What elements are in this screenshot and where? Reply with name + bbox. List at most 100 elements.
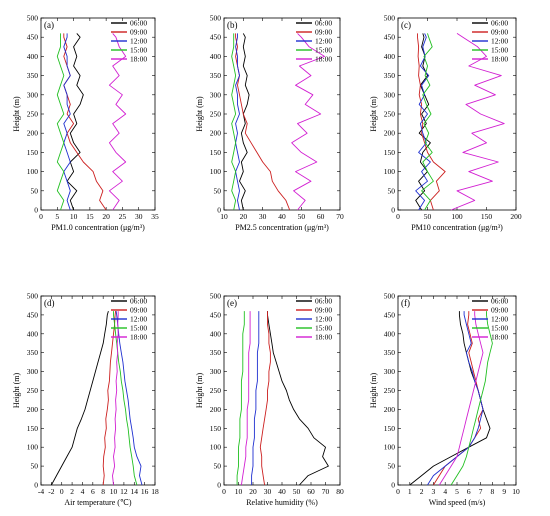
series-line-1500 <box>113 311 138 486</box>
x-tick-label: 50 <box>298 212 306 221</box>
y-tick-label: 0 <box>217 206 221 215</box>
series-line-0600 <box>66 33 84 211</box>
legend-label: 06:00 <box>315 19 332 28</box>
y-tick-label: 250 <box>27 386 39 395</box>
y-tick-label: 200 <box>27 129 39 138</box>
y-tick-label: 350 <box>27 348 39 357</box>
y-tick-label: 500 <box>210 14 222 23</box>
x-tick-label: 30 <box>135 212 143 221</box>
legend-label: 09:00 <box>130 28 147 37</box>
y-tick-label: 0 <box>34 206 38 215</box>
x-tick-label: 4 <box>443 487 447 496</box>
panel-d: -4 -2 0 2 4 6 8 10 12 14 16 18050100150200250300350… <box>12 292 159 508</box>
legend-label: 18:00 <box>491 333 508 342</box>
x-tick-label: 16 <box>141 487 149 496</box>
x-tick-label: 8 <box>491 487 495 496</box>
legend-label: 09:00 <box>491 28 508 37</box>
panel-tag: (d) <box>44 298 55 308</box>
series-line-1200 <box>415 33 431 211</box>
y-tick-label: 150 <box>27 424 39 433</box>
y-tick-label: 0 <box>34 481 38 490</box>
y-tick-label: 350 <box>27 71 39 80</box>
x-tick-label: 60 <box>317 212 325 221</box>
x-tick-label: 35 <box>151 212 159 221</box>
y-tick-label: 100 <box>210 167 222 176</box>
y-tick-label: 0 <box>391 481 395 490</box>
y-tick-label: 400 <box>27 329 39 338</box>
series-line-0600 <box>239 33 250 211</box>
series-line-1200 <box>63 33 71 211</box>
y-tick-label: 450 <box>27 33 39 42</box>
y-tick-label: 500 <box>210 292 222 301</box>
legend-label: 18:00 <box>130 55 147 64</box>
y-tick-label: 50 <box>388 462 396 471</box>
y-tick-label: 150 <box>210 424 222 433</box>
panel-tag: (e) <box>227 298 237 308</box>
x-tick-label: 0 <box>396 212 400 221</box>
series-line-1200 <box>251 311 260 485</box>
y-tick-label: 350 <box>384 348 396 357</box>
y-tick-label: 500 <box>384 292 396 301</box>
y-tick-label: 300 <box>27 90 39 99</box>
series-line-0900 <box>102 311 117 486</box>
y-tick-label: 250 <box>27 110 39 119</box>
legend-label: 06:00 <box>130 297 147 306</box>
y-axis-title: Height (m) <box>12 96 21 132</box>
y-tick-label: 50 <box>214 462 222 471</box>
legend-label: 18:00 <box>130 333 147 342</box>
x-axis-title: PM2.5 concentration (μg/m³) <box>235 223 329 232</box>
x-tick-label: 50 <box>424 212 432 221</box>
y-tick-label: 300 <box>27 367 39 376</box>
y-tick-label: 500 <box>27 14 39 23</box>
legend-label: 09:00 <box>491 306 508 315</box>
series-line-1500 <box>56 33 65 211</box>
legend-label: 06:00 <box>491 297 508 306</box>
y-tick-label: 50 <box>388 186 396 195</box>
series-line-0900 <box>63 33 107 211</box>
y-tick-label: 400 <box>384 329 396 338</box>
y-tick-label: 500 <box>384 14 396 23</box>
y-tick-label: 400 <box>384 52 396 61</box>
x-tick-label: 40 <box>278 487 286 496</box>
y-axis-title: Height (m) <box>369 96 378 132</box>
x-tick-label: -4 <box>38 487 44 496</box>
x-tick-label: 50 <box>293 487 301 496</box>
legend-label: 06:00 <box>315 297 332 306</box>
x-tick-label: 200 <box>510 212 522 221</box>
legend-label: 15:00 <box>130 46 147 55</box>
y-tick-label: 0 <box>217 481 221 490</box>
y-tick-label: 150 <box>210 148 222 157</box>
x-tick-label: -2 <box>48 487 54 496</box>
y-tick-label: 200 <box>27 405 39 414</box>
x-tick-label: 9 <box>502 487 506 496</box>
y-tick-label: 250 <box>210 386 222 395</box>
y-axis-title: Height (m) <box>195 96 204 132</box>
series-line-1200 <box>115 311 143 486</box>
x-tick-label: 20 <box>102 212 110 221</box>
panel-tag: (f) <box>401 298 410 308</box>
series-line-1800 <box>438 311 484 486</box>
legend-label: 18:00 <box>315 55 332 64</box>
series-line-1200 <box>427 311 484 486</box>
x-axis-title: Wind speed (m/s) <box>429 498 486 507</box>
x-tick-label: 6 <box>467 487 471 496</box>
x-tick-label: 0 <box>222 487 226 496</box>
y-tick-label: 350 <box>210 348 222 357</box>
panel-tag: (b) <box>227 20 238 30</box>
series-line-1800 <box>112 311 119 486</box>
x-tick-label: 2 <box>420 487 424 496</box>
legend-label: 12:00 <box>491 37 508 46</box>
x-tick-label: 10 <box>70 212 78 221</box>
x-axis-title: Relative humidity (%) <box>246 498 318 507</box>
x-tick-label: 1 <box>408 487 412 496</box>
x-tick-label: 2 <box>70 487 74 496</box>
series-line-0900 <box>259 311 271 486</box>
legend-label: 12:00 <box>315 37 332 46</box>
series-line-1500 <box>450 311 493 486</box>
legend-label: 15:00 <box>491 324 508 333</box>
x-tick-label: 12 <box>120 487 128 496</box>
legend-label: 09:00 <box>130 306 147 315</box>
y-tick-label: 450 <box>27 310 39 319</box>
series-line-0600 <box>267 311 329 486</box>
x-axis-title: PM1.0 concentration (μg/m³) <box>51 223 145 232</box>
